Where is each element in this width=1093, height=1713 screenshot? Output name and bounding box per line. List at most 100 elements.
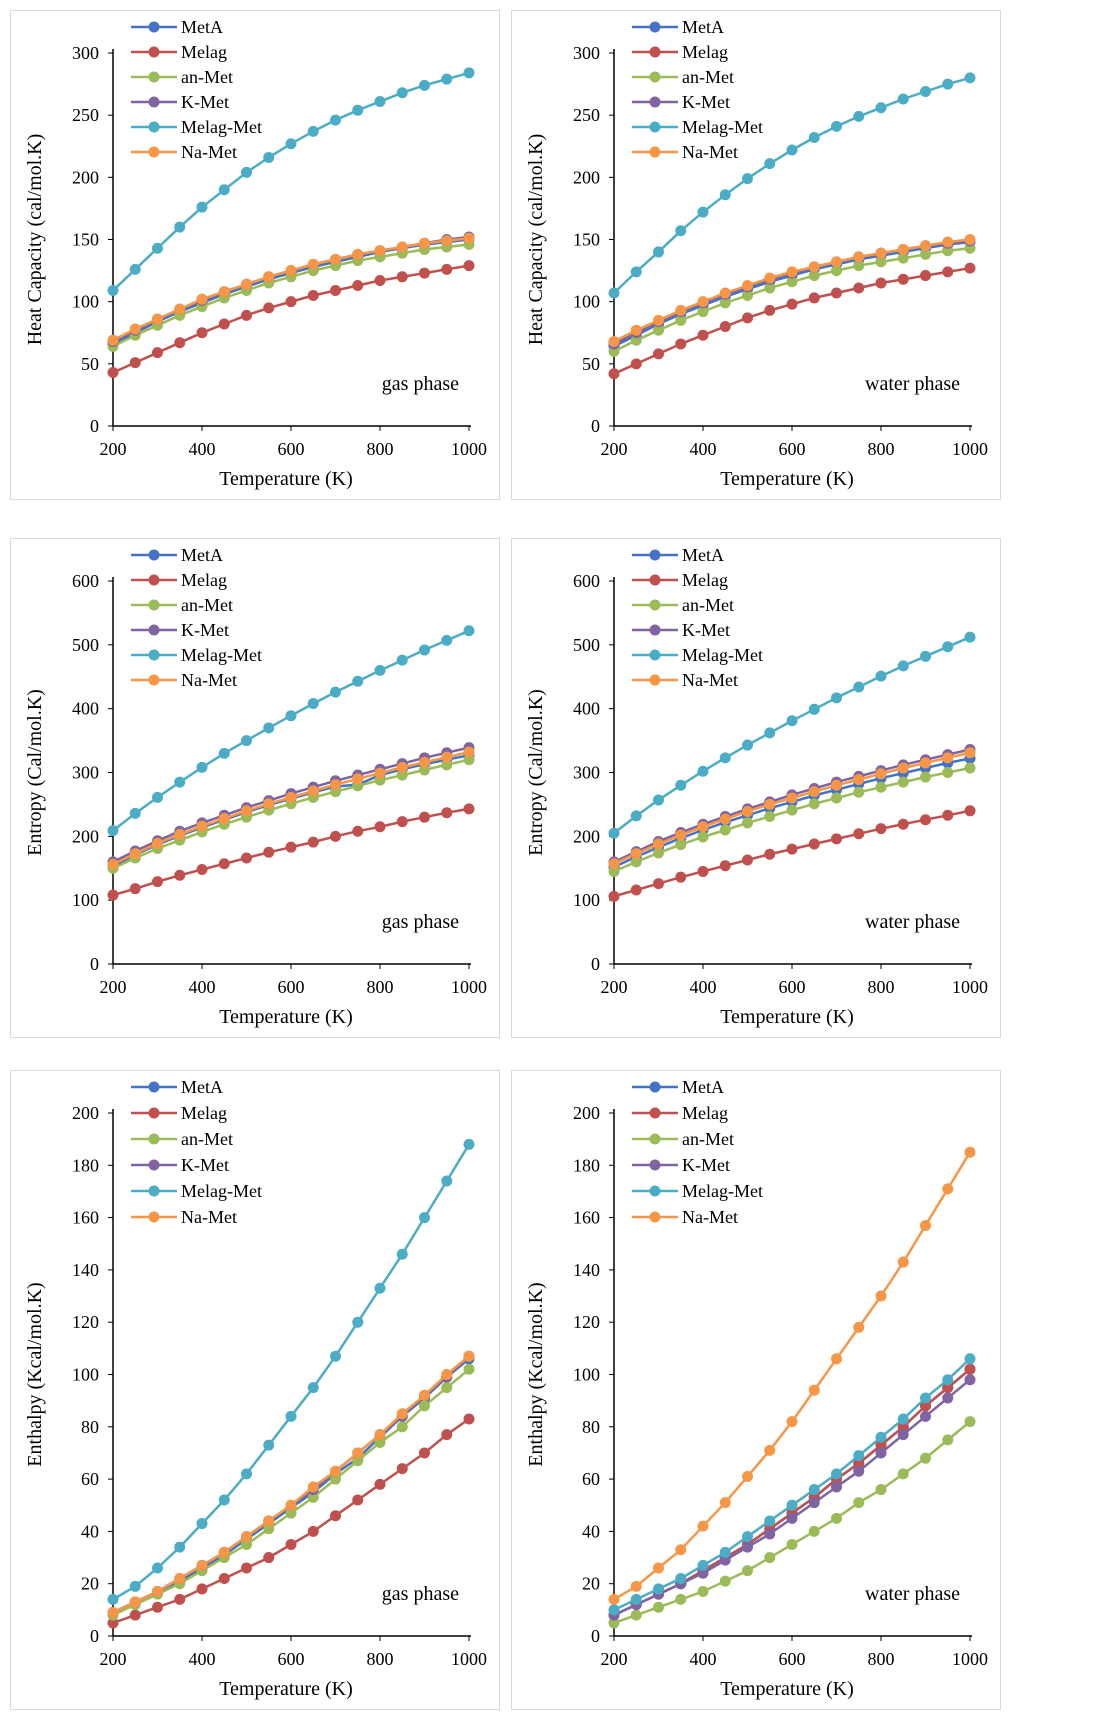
x-tick-label: 600 <box>278 1649 305 1669</box>
chart-panel-heat-capacity-gas: 0 50 100 150 200 250 300 200 400 600 800 1000 Temper… <box>10 10 500 500</box>
y-axis-label: Enthalpy (Kcal/mol.K) <box>24 1282 46 1466</box>
legend-label: Melag-Met <box>181 645 262 665</box>
series-na-met <box>107 746 475 870</box>
legend-swatch-marker <box>148 146 160 158</box>
data-point-na-met <box>630 1580 642 1592</box>
data-point-k-met <box>808 1497 820 1509</box>
legend-swatch-marker <box>649 649 661 661</box>
data-point-melag-met <box>107 1593 119 1605</box>
data-point-an-met <box>419 1400 430 1412</box>
series-melag-met <box>608 72 976 299</box>
data-point-k-met <box>697 1567 709 1579</box>
data-point-an-met <box>675 839 687 851</box>
data-point-melag-met <box>675 1572 687 1584</box>
legend-swatch-marker <box>649 574 661 586</box>
data-point-melag-met <box>808 132 820 144</box>
data-point-na-met <box>897 762 909 774</box>
x-tick-label: 1000 <box>952 1649 988 1669</box>
data-point-na-met <box>719 1497 731 1509</box>
data-point-melag-met <box>942 1374 954 1386</box>
data-point-na-met <box>196 820 208 832</box>
y-tick-label: 100 <box>72 890 99 910</box>
series-meta <box>107 1353 475 1618</box>
data-point-na-met <box>263 798 275 810</box>
data-point-melag-met <box>241 1468 252 1480</box>
y-axis-label: Heat Capacity (cal/mol.K) <box>24 134 46 346</box>
data-point-k-met <box>719 1554 731 1566</box>
data-point-an-met <box>630 1609 642 1621</box>
data-point-na-met <box>964 234 976 245</box>
data-point-melag-met <box>263 151 275 163</box>
data-point-melag <box>374 1478 386 1490</box>
data-point-an-met <box>285 1507 297 1519</box>
data-point-k-met <box>831 1481 842 1493</box>
data-point-an-met <box>875 256 887 268</box>
data-point-an-met <box>396 769 408 781</box>
data-point-na-met <box>352 1447 364 1459</box>
x-tick-label: 600 <box>278 439 305 459</box>
data-point-melag <box>964 1363 976 1375</box>
data-point-melag-met <box>675 779 687 791</box>
data-point-melag-met <box>697 1559 709 1571</box>
y-tick-label: 150 <box>573 230 600 250</box>
data-point-melag <box>285 1538 297 1550</box>
legend-label: MetA <box>682 545 724 565</box>
data-point-melag-met <box>608 827 620 839</box>
legend-swatch-marker <box>649 599 661 611</box>
data-point-na-met <box>675 829 687 841</box>
y-tick-label: 180 <box>72 1155 99 1175</box>
data-point-na-met <box>831 256 842 268</box>
series-melag-met <box>608 631 976 839</box>
data-point-melag <box>608 890 620 902</box>
data-point-an-met <box>764 1552 776 1564</box>
data-point-na-met <box>875 768 887 780</box>
data-point-melag <box>920 814 931 826</box>
data-point-na-met <box>419 756 430 768</box>
data-point-melag <box>942 809 954 821</box>
data-point-na-met <box>174 1572 186 1584</box>
data-point-na-met <box>396 241 408 253</box>
data-point-melag-met <box>396 654 408 666</box>
data-point-melag-met <box>196 201 208 213</box>
data-point-melag-met <box>352 675 364 687</box>
legend-entry: Melag <box>632 42 728 62</box>
y-tick-label: 100 <box>573 292 600 312</box>
y-tick-label: 50 <box>582 354 600 374</box>
data-point-k-met <box>786 1512 798 1524</box>
series-na-met <box>107 232 475 346</box>
data-point-melag-met <box>129 1580 141 1592</box>
data-point-melag-met <box>897 93 909 105</box>
data-point-melag-met <box>285 138 297 150</box>
data-point-na-met <box>419 237 430 249</box>
data-point-melag <box>307 836 319 848</box>
x-tick-label: 800 <box>868 439 895 459</box>
data-point-na-met <box>330 779 341 791</box>
data-point-melag-met <box>853 1450 865 1462</box>
data-point-na-met <box>608 335 620 347</box>
legend-swatch-marker <box>148 71 160 83</box>
data-point-melag-met <box>964 1353 976 1365</box>
data-point-melag-met <box>330 686 341 698</box>
data-point-melag <box>697 865 709 877</box>
data-point-an-met <box>263 1523 275 1535</box>
data-point-na-met <box>174 828 186 840</box>
chart-panel-enthalpy-water: 0 20 40 60 80 100 120 140 160 180 200 200 400 600 800 1… <box>511 1070 1001 1710</box>
legend-label: K-Met <box>181 620 229 640</box>
data-point-na-met <box>419 1389 430 1401</box>
data-point-melag <box>263 846 275 858</box>
data-point-na-met <box>697 1520 709 1532</box>
data-point-na-met <box>630 324 642 336</box>
y-tick-label: 60 <box>81 1469 99 1489</box>
data-point-na-met <box>352 773 364 785</box>
data-point-na-met <box>853 251 865 263</box>
y-tick-label: 0 <box>591 1626 600 1646</box>
data-point-an-met <box>808 270 820 282</box>
data-point-melag <box>330 830 341 842</box>
data-point-melag-met <box>964 631 976 643</box>
data-point-melag <box>196 864 208 876</box>
legend-entry: MetA <box>131 545 223 565</box>
legend-swatch-marker <box>148 549 160 561</box>
data-point-melag-met <box>107 825 119 837</box>
data-point-na-met <box>764 1444 776 1456</box>
phase-annotation: water phase <box>865 1583 960 1605</box>
